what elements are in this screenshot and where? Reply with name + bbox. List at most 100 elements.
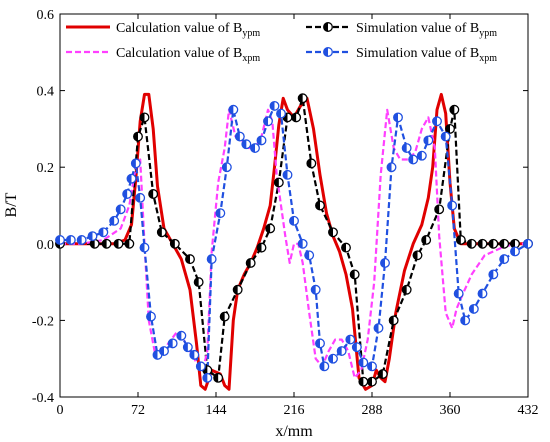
legend-label: Simulation value of Bypm [356,21,497,39]
series-line-4 [60,104,529,379]
series-4-point [146,311,156,322]
series-4-point [380,258,390,268]
x-tick-label: 288 [362,403,383,418]
y-axis-label: B/T [3,192,20,217]
series-line-1 [60,92,528,391]
series-2-point [499,238,510,249]
series-4-point [250,143,260,154]
series-4-point [98,227,109,238]
series-4-point [241,139,252,150]
series-4-point [76,235,87,245]
legend-marker [323,47,333,57]
series-4-point [215,208,226,219]
legend-marker [323,22,333,32]
series-4-point [460,315,471,326]
x-tick-label: 0 [57,403,64,418]
series-layer [55,92,533,391]
series-2-point [358,376,369,387]
series-4-point [297,238,308,249]
series-2-point [434,204,445,215]
legend-item-1: Calculation value of Bypm [66,21,260,39]
series-4-point [416,150,427,161]
series-2-point [148,189,159,199]
series-2-point [256,242,267,253]
series-4-point [139,242,150,253]
series-4-point [315,338,325,349]
series-2-point [367,376,377,387]
series-4-point [65,235,76,245]
x-tick-label: 216 [284,403,305,418]
series-4-point [386,162,397,173]
legend-label: Calculation value of Bxpm [116,46,260,64]
series-2-point [265,223,276,234]
x-tick-label: 360 [440,403,461,418]
series-4-point [263,116,273,127]
series-4-point [55,235,65,245]
series-4-point [393,112,403,123]
series-2-point [213,372,224,383]
series-2-point [455,235,466,245]
series-2-point [401,284,412,295]
series-2-point [156,227,167,238]
series-4-point [440,131,451,142]
series-4-point [189,349,200,360]
series-2-point [169,238,180,249]
series-4-point [289,215,299,226]
series-4-point [358,357,369,368]
legend-label: Calculation value of Bypm [116,21,260,39]
x-tick-label: 432 [518,403,539,418]
series-4-point [115,204,126,215]
series-4-point [328,353,338,364]
series-4-point [256,135,267,146]
series-4-point [234,131,245,142]
series-4-point [176,330,187,341]
y-tick-label: 0.4 [37,85,55,100]
series-2-point [193,277,204,288]
series-4-point [202,372,213,383]
y-tick-label: 0.6 [37,8,55,23]
x-axis-label: x/mm [275,423,313,440]
legend: Calculation value of Bypm Simulation valu… [66,21,497,64]
series-4-point [477,288,488,299]
series-2-point [185,254,195,265]
series-4-point [488,269,499,280]
series-4-point [336,346,347,356]
series-2-point [449,104,460,115]
series-4-point [401,143,412,154]
series-2-point [421,235,432,245]
series-4-point [276,108,286,119]
y-tick-label: 0.2 [37,161,55,176]
x-tick-label: 72 [131,403,145,418]
plot-area [59,13,529,398]
series-4-point [310,284,321,295]
series-4-point [195,361,206,372]
series-4-point [523,238,533,249]
series-2-point [388,315,399,326]
series-2-point [315,200,325,211]
series-4-point [499,254,510,265]
legend-label: Simulation value of Bxpm [356,46,497,64]
x-axis: 0 72 144 216 288 360 432 [57,14,539,418]
series-2-point [488,238,499,249]
series-4-point [109,215,120,226]
series-4-point [319,361,330,372]
series-4-point [345,334,356,345]
legend-item-3: Calculation value of Bxpm [66,46,260,64]
series-2-point [101,238,112,249]
series-4-point [373,323,384,334]
series-4-point [167,338,178,349]
legend-item-2: Simulation value of Bypm [306,21,497,39]
series-2-point [113,238,124,249]
series-2-point [349,269,360,280]
y-tick-label: -0.2 [32,314,54,329]
series-2-point [232,284,243,295]
series-4-point [126,173,137,184]
series-2-point [245,258,256,268]
series-4-point [182,342,193,353]
series-2-point [328,227,338,238]
y-tick-label: 0.0 [37,238,55,253]
series-2-point [477,238,488,249]
series-2-point [377,369,388,379]
series-2-point [341,242,351,253]
series-2-point [273,177,284,188]
